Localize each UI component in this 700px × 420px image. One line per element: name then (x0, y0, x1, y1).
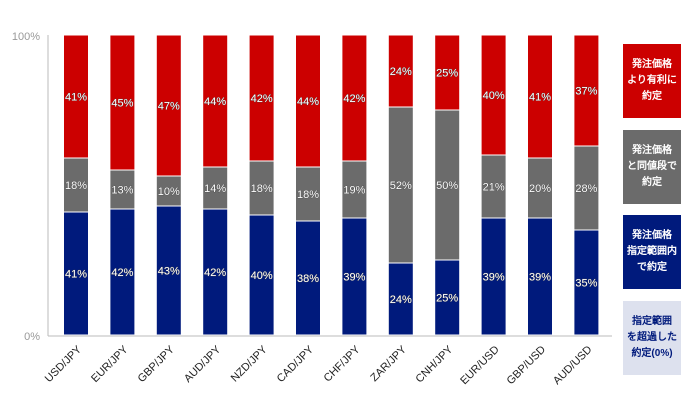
data-label-favorable-usd-jpy: 41% (65, 92, 87, 104)
x-tick-label-usd-jpy: USD/JPY (43, 343, 85, 385)
data-label-favorable-eur-usd: 40% (483, 90, 505, 102)
bar-segment-same-gbp-jpy (155, 175, 182, 207)
x-tick-label-chf-jpy: CHF/JPY (322, 343, 363, 384)
data-label-within-gbp-usd: 39% (529, 272, 551, 284)
data-label-within-chf-jpy: 39% (343, 272, 365, 284)
bar-segment-same-eur-usd (480, 154, 507, 219)
x-tick-label-eur-jpy: EUR/JPY (89, 343, 131, 385)
bar-segment-favorable-chf-jpy (341, 34, 368, 162)
x-tick-label-eur-usd: EUR/USD (458, 344, 502, 388)
data-label-same-nzd-jpy: 18% (251, 183, 273, 195)
data-label-same-aud-jpy: 14% (204, 183, 226, 195)
x-tick-label-nzd-jpy: NZD/JPY (229, 343, 270, 384)
bar-segment-within-nzd-jpy (248, 214, 275, 336)
bar-segment-favorable-aud-jpy (202, 34, 229, 168)
data-label-within-zar-jpy: 24% (390, 294, 412, 306)
bar-segment-within-cnh-jpy (434, 259, 461, 336)
bar-segment-favorable-nzd-jpy (248, 34, 275, 162)
bar-segment-favorable-eur-usd (480, 34, 507, 156)
data-label-favorable-gbp-jpy: 47% (158, 101, 180, 113)
x-tick-label-cnh-jpy: CNH/JPY (414, 343, 456, 385)
bar-segment-within-eur-usd (480, 217, 507, 336)
data-label-within-cad-jpy: 38% (297, 273, 319, 285)
bar-segment-within-aud-usd (573, 229, 600, 336)
bar-segment-favorable-usd-jpy (63, 34, 89, 159)
data-label-favorable-aud-jpy: 44% (204, 96, 226, 108)
bar-segment-within-gbp-jpy (155, 205, 182, 336)
bar-segment-same-gbp-usd (527, 157, 553, 219)
data-label-favorable-aud-usd: 37% (575, 86, 597, 98)
data-label-within-cnh-jpy: 25% (436, 293, 458, 305)
data-label-same-gbp-jpy: 10% (158, 186, 180, 198)
bar-segment-within-chf-jpy (341, 217, 368, 336)
bar-segment-same-chf-jpy (341, 160, 368, 219)
data-label-same-chf-jpy: 19% (343, 185, 365, 197)
x-tick-labels: USD/JPY EUR/JPY GBP/JPY AUD/JPY NZD/JPY CAD/J… (43, 343, 595, 387)
legend-item-exceeded-range: 指定範囲 を超過した 約定(0%) (623, 301, 681, 375)
data-label-favorable-cad-jpy: 44% (297, 96, 319, 108)
bar-segment-within-gbp-usd (527, 217, 553, 336)
bars-layer: 41% 18% 41% 42% 13% 45% 43% 10% 47% 42% 14% 44% 40% 1… (63, 34, 600, 336)
bar-segment-within-eur-jpy (109, 208, 136, 336)
bar-segment-within-zar-jpy (387, 262, 414, 336)
y-tick-label-top: 100% (12, 31, 40, 43)
data-label-same-usd-jpy: 18% (65, 180, 87, 192)
bar-segment-same-zar-jpy (387, 106, 414, 264)
data-label-within-nzd-jpy: 40% (251, 270, 273, 282)
data-label-within-aud-jpy: 42% (204, 267, 226, 279)
data-label-same-cnh-jpy: 50% (436, 180, 458, 192)
bar-segment-favorable-aud-usd (573, 34, 600, 147)
x-tick-label-aud-jpy: AUD/JPY (182, 343, 224, 385)
data-label-favorable-cnh-jpy: 25% (436, 68, 458, 80)
data-label-same-eur-usd: 21% (483, 182, 505, 194)
bar-segment-same-cad-jpy (295, 166, 321, 222)
data-label-same-cad-jpy: 18% (297, 189, 319, 201)
y-tick-label-bottom: 0% (24, 331, 40, 343)
data-label-within-gbp-jpy: 43% (158, 266, 180, 278)
bar-segment-favorable-gbp-jpy (155, 34, 182, 177)
data-label-within-usd-jpy: 41% (65, 269, 87, 281)
x-tick-label-zar-jpy: ZAR/JPY (368, 343, 409, 384)
legend-item-same-price: 発注価格 と同値段で 約定 (623, 130, 681, 204)
x-tick-label-gbp-jpy: GBP/JPY (136, 343, 178, 385)
data-label-favorable-nzd-jpy: 42% (251, 93, 273, 105)
data-label-same-aud-usd: 28% (575, 183, 597, 195)
bar-segment-same-cnh-jpy (434, 109, 461, 261)
data-label-within-eur-jpy: 42% (111, 267, 133, 279)
data-label-favorable-eur-jpy: 45% (111, 98, 133, 110)
data-label-same-gbp-usd: 20% (529, 183, 551, 195)
bar-segment-favorable-cad-jpy (295, 34, 321, 168)
data-label-same-eur-jpy: 13% (111, 185, 133, 197)
bar-segment-within-usd-jpy (63, 211, 89, 336)
data-label-within-eur-usd: 39% (483, 272, 505, 284)
bar-segment-favorable-cnh-jpy (434, 34, 461, 111)
legend-item-favorable: 発注価格 より有利に 約定 (623, 44, 681, 118)
bar-segment-favorable-gbp-usd (527, 34, 553, 159)
data-label-same-zar-jpy: 52% (390, 180, 412, 192)
data-label-favorable-gbp-usd: 41% (529, 92, 551, 104)
bar-segment-same-aud-jpy (202, 166, 229, 210)
bar-segment-same-nzd-jpy (248, 160, 275, 216)
bar-segment-favorable-eur-jpy (109, 34, 136, 171)
x-tick-label-gbp-usd: GBP/USD (505, 344, 549, 388)
x-tick-label-cad-jpy: CAD/JPY (275, 343, 317, 385)
data-label-favorable-chf-jpy: 42% (343, 93, 365, 105)
data-label-within-aud-usd: 35% (575, 278, 597, 290)
data-label-favorable-zar-jpy: 24% (390, 66, 412, 78)
bar-segment-favorable-zar-jpy (387, 34, 414, 108)
bar-segment-within-cad-jpy (295, 220, 321, 336)
legend-item-within-range: 発注価格 指定範囲内 で約定 (623, 215, 681, 289)
x-tick-label-aud-usd: AUD/USD (551, 344, 595, 388)
